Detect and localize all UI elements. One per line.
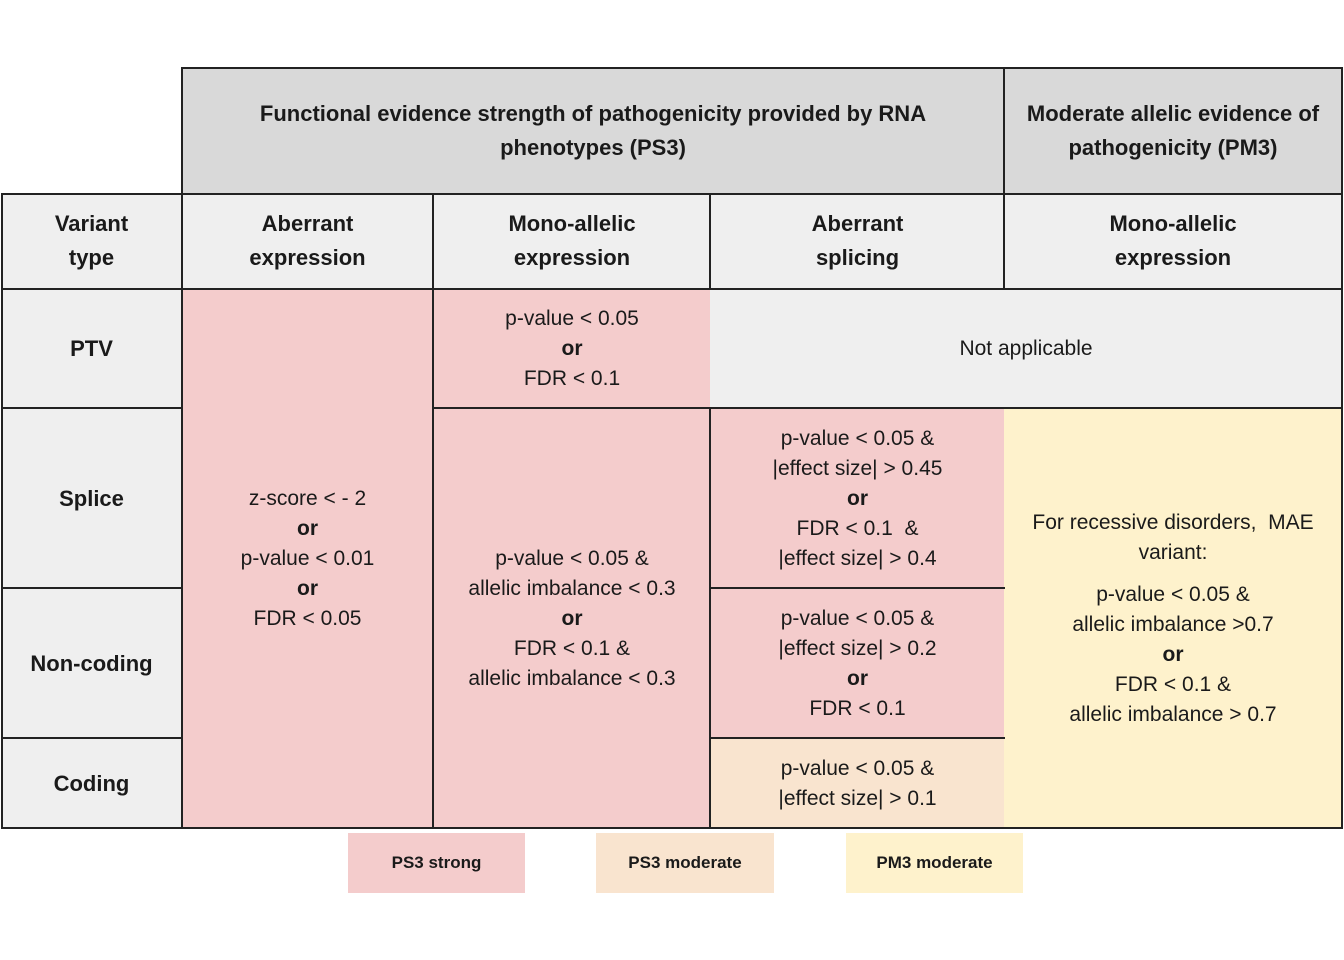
not-applicable-cell: Not applicable [710,288,1342,409]
row-label-coding: Coding [1,738,182,829]
mono-allelic-ps3-header: Mono-allelic expression [433,193,711,289]
splicing-noncoding-pvalue: p-value < 0.05 & [781,604,935,634]
aberrant-expression-header-line-2: expression [249,241,365,275]
grid-line [1,193,3,829]
pm3-pvalue: p-value < 0.05 & [1096,580,1250,610]
legend-ps3-strong: PS3 strong [348,833,525,893]
ps3-header: Functional evidence strength of pathogen… [181,67,1005,194]
splicing-splice-effect-1: |effect size| > 0.45 [773,454,943,484]
aberrant-expression-zscore: z-score < - 2 [249,484,366,514]
splicing-noncoding-or: or [847,664,868,694]
legend-ps3-moderate: PS3 moderate [596,833,774,893]
grid-line [181,67,183,829]
legend-ps3-moderate-label: PS3 moderate [628,853,741,873]
aberrant-expression-pvalue: p-value < 0.01 [241,544,375,574]
grid-line [710,587,1005,589]
splicing-splice-fdr: FDR < 0.1 & [797,514,919,544]
mono-ptv-fdr: FDR < 0.1 [524,364,620,394]
splicing-splice-cell: p-value < 0.05 & |effect size| > 0.45 or… [710,408,1005,589]
grid-line [1,587,182,589]
aberrant-expression-or-1: or [297,514,318,544]
grid-line [710,737,1005,739]
mono-other-fdr: FDR < 0.1 & [514,634,630,664]
aberrant-expression-cell: z-score < - 2 or p-value < 0.01 or FDR <… [181,288,434,829]
grid-line [1,737,182,739]
legend-ps3-strong-label: PS3 strong [392,853,482,873]
aberrant-expression-header: Aberrant expression [181,193,434,289]
row-label-noncoding-text: Non-coding [30,647,152,681]
ps3-header-text: Functional evidence strength of pathogen… [211,97,975,165]
mono-other-pvalue: p-value < 0.05 & [495,544,649,574]
pm3-header: Moderate allelic evidence of pathogenici… [1004,67,1342,194]
pm3-imbalance-1: allelic imbalance >0.7 [1072,610,1273,640]
mono-allelic-pm3-header-line-2: expression [1115,241,1231,275]
grid-line [1,193,1343,195]
pm3-fdr: FDR < 0.1 & [1115,670,1231,700]
splicing-noncoding-fdr: FDR < 0.1 [809,694,905,724]
aberrant-splicing-header-line-1: Aberrant [812,207,904,241]
mono-other-imbalance-1: allelic imbalance < 0.3 [468,574,675,604]
row-label-ptv: PTV [1,288,182,409]
mono-ptv-pvalue: p-value < 0.05 [505,304,639,334]
pm3-imbalance-2: allelic imbalance > 0.7 [1069,700,1276,730]
row-label-coding-text: Coding [54,767,130,801]
variant-type-header: Variant type [1,193,182,289]
mono-other-imbalance-2: allelic imbalance < 0.3 [468,664,675,694]
splicing-splice-or: or [847,484,868,514]
splicing-noncoding-cell: p-value < 0.05 & |effect size| > 0.2 or … [710,588,1005,739]
row-label-splice: Splice [1,408,182,589]
splicing-coding-cell: p-value < 0.05 & |effect size| > 0.1 [710,738,1005,829]
mono-allelic-ptv-cell: p-value < 0.05 or FDR < 0.1 [433,288,711,409]
mono-ptv-or: or [562,334,583,364]
legend-pm3-moderate: PM3 moderate [846,833,1023,893]
legend-pm3-moderate-label: PM3 moderate [876,853,992,873]
mono-other-or: or [562,604,583,634]
row-label-splice-text: Splice [59,482,124,516]
grid-line [1,407,182,409]
splicing-coding-pvalue: p-value < 0.05 & [781,754,935,784]
grid-line [433,407,1343,409]
variant-type-header-line-2: type [69,241,114,275]
aberrant-splicing-header: Aberrant splicing [710,193,1005,289]
mono-allelic-other-cell: p-value < 0.05 & allelic imbalance < 0.3… [433,408,711,829]
mono-allelic-ps3-header-line-1: Mono-allelic [508,207,635,241]
grid-line [709,193,711,289]
row-label-ptv-text: PTV [70,332,113,366]
pm3-line-recessive: For recessive disorders, MAE [1032,508,1313,538]
splicing-coding-effect: |effect size| > 0.1 [778,784,936,814]
aberrant-expression-fdr: FDR < 0.05 [254,604,362,634]
pm3-cell: For recessive disorders, MAE variant: p-… [1004,408,1342,829]
aberrant-splicing-header-line-2: splicing [816,241,899,275]
aberrant-expression-or-2: or [297,574,318,604]
splicing-noncoding-effect: |effect size| > 0.2 [778,634,936,664]
mono-allelic-ps3-header-line-2: expression [514,241,630,275]
row-label-noncoding: Non-coding [1,588,182,739]
grid-line [181,67,1343,69]
grid-line [1003,67,1005,289]
splicing-splice-pvalue: p-value < 0.05 & [781,424,935,454]
grid-line [1341,67,1343,829]
grid-line [709,407,711,829]
grid-line [1,288,1343,290]
grid-line [1,827,1343,829]
mono-allelic-pm3-header-line-1: Mono-allelic [1109,207,1236,241]
pm3-or: or [1163,640,1184,670]
grid-line [432,193,434,829]
mono-allelic-pm3-header: Mono-allelic expression [1004,193,1342,289]
pm3-header-text: Moderate allelic evidence of pathogenici… [1016,97,1330,165]
not-applicable-text: Not applicable [959,334,1092,364]
variant-type-header-line-1: Variant [55,207,128,241]
splicing-splice-effect-2: |effect size| > 0.4 [778,544,936,574]
aberrant-expression-header-line-1: Aberrant [262,207,354,241]
pm3-line-variant: variant: [1139,538,1208,568]
